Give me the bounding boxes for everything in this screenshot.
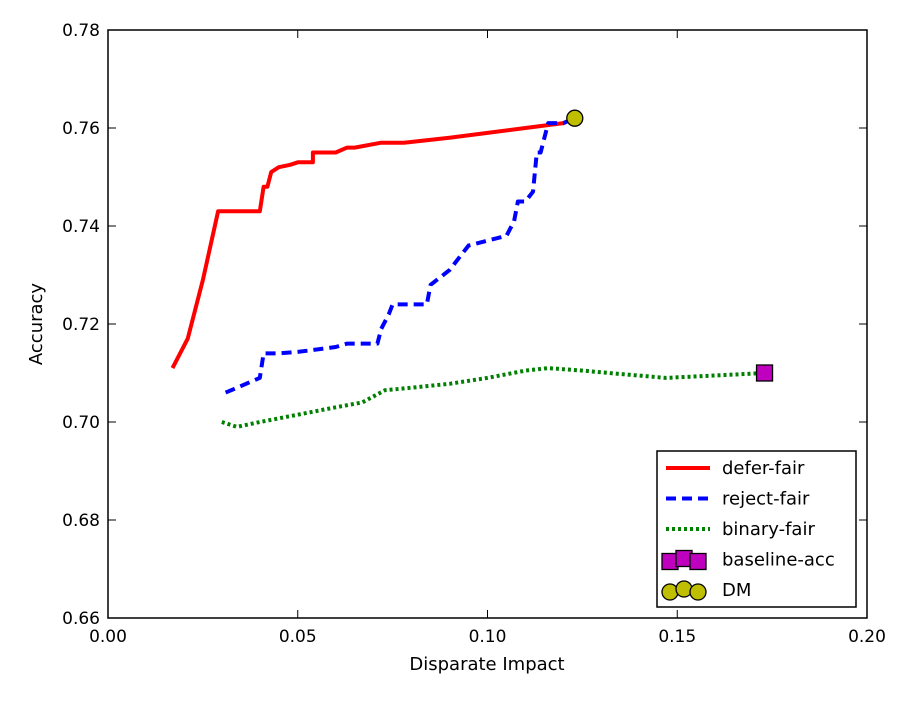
y-tick-label: 0.68 (62, 511, 100, 531)
legend-label-binary-fair: binary-fair (722, 519, 815, 540)
plot-markers (566, 109, 774, 382)
x-axis-ticks: 0.00 0.05 0.10 0.15 0.20 (89, 30, 886, 647)
y-tick-label: 0.70 (62, 413, 100, 433)
legend-marker-dm (675, 580, 693, 598)
series-line-reject-fair (224, 116, 576, 395)
series-line-defer-fair (170, 116, 576, 370)
y-tick-label: 0.66 (62, 609, 100, 629)
y-tick-label: 0.72 (62, 315, 100, 335)
series-line-binary-fair (221, 366, 765, 429)
y-tick-label: 0.74 (62, 217, 100, 237)
x-tick-label: 0.00 (89, 627, 127, 647)
legend: defer-fair reject-fair binary-fair baseline… (656, 450, 857, 608)
marker-baseline-acc (755, 364, 774, 382)
y-tick-label: 0.78 (62, 21, 100, 41)
marker-dm (566, 109, 584, 127)
y-axis-ticks: 0.66 0.68 0.70 0.72 0.74 0.76 0.78 (62, 21, 867, 629)
legend-label-defer-fair: defer-fair (722, 458, 805, 479)
legend-marker-dm (661, 583, 679, 601)
x-tick-label: 0.20 (848, 627, 886, 647)
x-axis-label: Disparate Impact (409, 654, 564, 675)
legend-marker-baseline-acc (689, 552, 707, 571)
plot-lines (170, 116, 765, 429)
legend-label-reject-fair: reject-fair (722, 489, 810, 510)
legend-label-baseline-acc: baseline-acc (722, 550, 835, 571)
y-tick-label: 0.76 (62, 119, 100, 139)
x-tick-label: 0.10 (469, 627, 507, 647)
x-tick-label: 0.15 (658, 627, 696, 647)
legend-label-dm: DM (722, 580, 751, 601)
x-tick-label: 0.05 (279, 627, 317, 647)
y-axis-label: Accuracy (26, 283, 47, 366)
legend-marker-dm (689, 583, 707, 601)
